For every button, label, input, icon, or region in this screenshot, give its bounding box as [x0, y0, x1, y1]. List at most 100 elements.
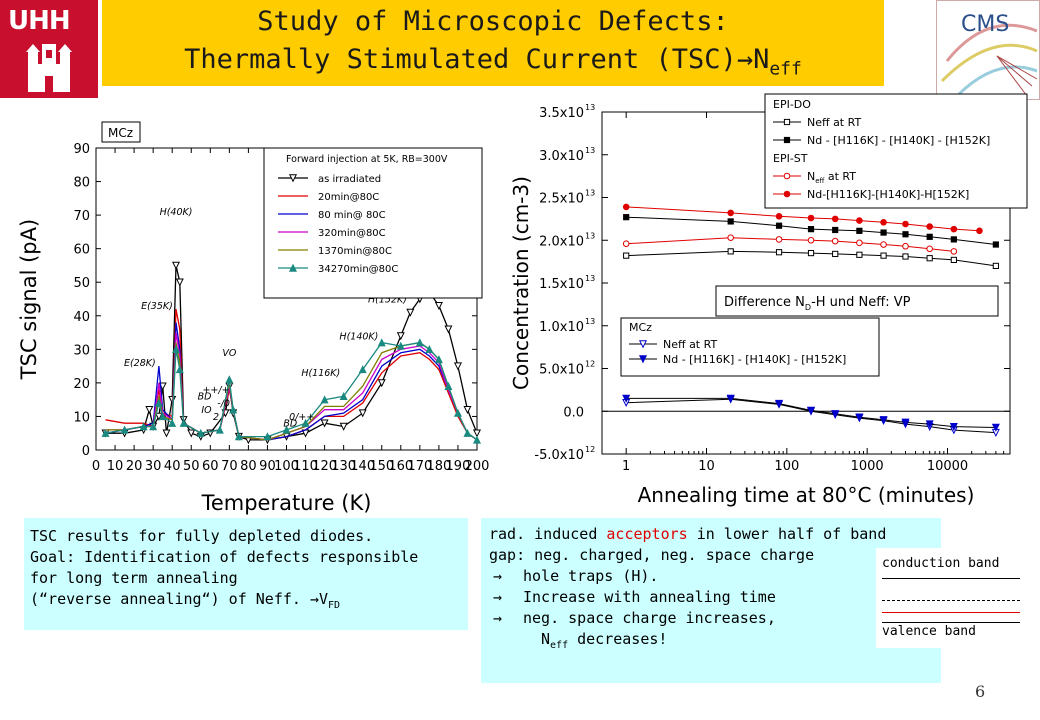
data-point: [992, 262, 999, 270]
x-tick-label: 1: [622, 459, 630, 474]
peak-annotation: VO: [222, 348, 236, 359]
data-point: [168, 418, 177, 427]
acceptors-highlight: acceptors: [606, 525, 688, 543]
text-line: for long term annealing: [30, 569, 238, 587]
data-point: [950, 225, 958, 233]
data-point: [425, 345, 434, 354]
data-point: [463, 428, 472, 437]
data-point: [775, 249, 783, 256]
data-point: [396, 341, 405, 350]
page-number: 6: [975, 682, 986, 701]
y-tick-label: 90: [73, 142, 90, 157]
x-tick-label: 100: [274, 459, 299, 474]
data-point: [215, 425, 224, 434]
panel-label-box: [101, 121, 141, 143]
text-part: (“reverse annealing“) of Neff.: [30, 590, 310, 608]
text-line: rad. induced acceptors in lower half of …: [489, 524, 933, 545]
defect-explanation-box: rad. induced acceptors in lower half of …: [481, 518, 941, 683]
data-point: [339, 391, 348, 401]
data-point: [926, 255, 933, 262]
data-point: [396, 332, 405, 341]
cms-logo-graphic: CMS: [940, 12, 1038, 98]
text-line: Neff decreases!: [489, 629, 933, 656]
data-point: [434, 355, 443, 364]
data-point: [339, 422, 348, 431]
series-line: [626, 237, 954, 252]
x-tick-label: 70: [221, 459, 238, 474]
legend2-title: MCz: [629, 321, 652, 334]
data-point: [623, 252, 630, 259]
data-point: [926, 245, 933, 253]
data-point: [358, 409, 367, 418]
text-line: TSC results for fully depleted diodes.: [30, 527, 374, 545]
y-tick-exponent: 13: [585, 103, 595, 112]
text-line: → hole traps (H).: [489, 566, 933, 587]
x-tick-label: 100: [774, 459, 799, 474]
x-tick-label: 20: [126, 459, 143, 474]
data-point: [856, 239, 863, 247]
legend-entry: Nd - [H116K] - [H140K] - [H152K]: [807, 134, 990, 147]
data-point: [320, 395, 329, 404]
arrow-icon: →: [736, 44, 754, 75]
y-tick-exponent: 13: [585, 146, 595, 155]
note-text: Difference ND-H und Neff: VP: [724, 295, 911, 312]
annealing-chart: 1 10 100 1000 10000-5.0x10 120.05.0x10 121.0x1…: [510, 93, 1028, 507]
x-tick-label: 90: [259, 459, 276, 474]
data-point: [856, 227, 863, 234]
legend2-entry: Neff at RT: [663, 338, 717, 351]
data-point: [727, 209, 734, 217]
arrow-icon: →: [493, 609, 503, 627]
y-tick-label: 3.0x10: [539, 149, 584, 164]
y-tick-label: 1.0x10: [539, 320, 584, 335]
data-point: [463, 406, 472, 415]
data-point: [158, 412, 167, 421]
text-v-sub: FD: [328, 600, 341, 611]
y-axis-label: TSC signal (pA): [17, 219, 41, 380]
data-point: [622, 394, 631, 403]
data-point: [880, 229, 887, 236]
text-n: N: [541, 630, 551, 648]
peak-annotation: 2: [213, 412, 219, 423]
data-point: [377, 379, 386, 388]
midgap-line: [882, 600, 1020, 601]
data-point: [926, 223, 933, 230]
data-point: [101, 428, 110, 437]
data-point: [727, 248, 734, 255]
text-part: hole traps (H).: [523, 567, 659, 585]
data-point: [196, 428, 205, 437]
legend-marker: [783, 172, 791, 180]
legend-group-title: EPI-DO: [773, 98, 811, 111]
valence-band-line: [882, 622, 1020, 623]
cms-logo: CMS: [936, 0, 1040, 100]
y-tick-label: 0: [82, 444, 90, 459]
x-tick-label: 200: [465, 459, 490, 474]
text-line: (“reverse annealing“) of Neff. →VFD: [30, 589, 462, 616]
x-tick-label: 150: [369, 459, 394, 474]
x-tick-label: 10: [107, 459, 124, 474]
data-point: [172, 345, 181, 354]
data-point: [175, 278, 184, 287]
data-point: [727, 234, 734, 241]
x-tick-label: 130: [331, 459, 356, 474]
data-point: [444, 325, 453, 334]
series-4: [622, 395, 1000, 437]
data-point: [775, 222, 783, 229]
x-tick-label: 60: [202, 459, 219, 474]
data-point: [406, 308, 415, 317]
y-tick-exponent: 13: [585, 274, 595, 283]
y-tick-label: 30: [73, 343, 90, 358]
data-point: [179, 418, 188, 427]
title-prefix: Thermally Stimulated Current (TSC): [184, 44, 737, 75]
data-point: [925, 420, 934, 429]
data-point: [902, 253, 909, 260]
data-point: [950, 236, 957, 243]
y-tick-exponent: 13: [585, 317, 595, 326]
y-tick-label: 20: [73, 377, 90, 392]
x-tick-label: 180: [426, 459, 451, 474]
data-point: [225, 375, 234, 384]
x-axis-label: Temperature (K): [201, 491, 372, 515]
data-point: [775, 236, 783, 243]
x-tick-label: 1000: [851, 459, 884, 474]
legend-entry: Neff at RT: [807, 170, 856, 185]
peak-annotation: H(152K): [368, 294, 407, 305]
